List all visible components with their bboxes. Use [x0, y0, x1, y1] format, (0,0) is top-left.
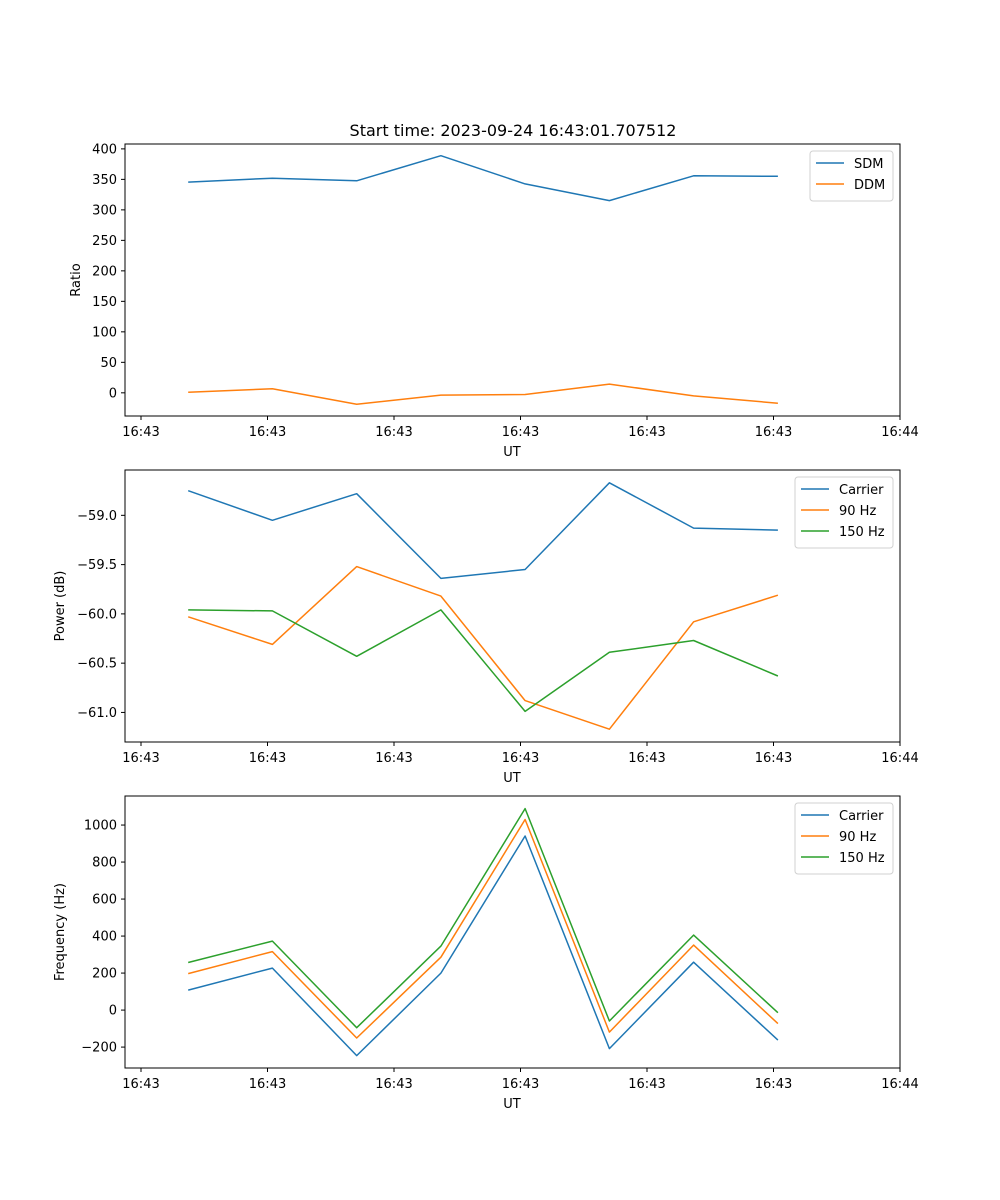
series-line-ddm [188, 383, 778, 405]
y-tick-label: 400 [92, 930, 117, 945]
y-tick-label: 400 [92, 142, 117, 157]
x-tick-label: 16:44 [881, 751, 918, 766]
legend-label: Carrier [839, 483, 884, 498]
y-tick-label: 0 [109, 386, 117, 401]
x-tick-label: 16:43 [628, 425, 665, 440]
x-tick-label: 16:43 [375, 1077, 412, 1092]
y-tick-label: 350 [92, 173, 117, 188]
y-tick-label: 600 [92, 893, 117, 908]
legend: SDM DDM [809, 150, 894, 202]
x-tick-label: 16:43 [628, 1077, 665, 1092]
legend-label: 90 Hz [839, 504, 876, 519]
panel-2: 16:43 16:43 16:43 16:43 16:43 16:43 16:44 UT −61… [53, 469, 919, 786]
series-line-sdm [188, 154, 778, 202]
y-tick-label: 100 [92, 325, 117, 340]
y-axis-label: Frequency (Hz) [53, 883, 68, 981]
x-tick-label: 16:43 [249, 1077, 286, 1092]
x-tick-label: 16:43 [755, 751, 792, 766]
series-line-carrier [187, 482, 778, 580]
y-tick-label: 300 [92, 203, 117, 218]
x-tick-label: 16:43 [502, 751, 539, 766]
y-tick-label: −60.0 [77, 607, 117, 622]
y-axis-label: Ratio [69, 263, 84, 296]
x-tick-label: 16:43 [122, 751, 159, 766]
x-axis-label: UT [503, 1097, 521, 1112]
y-tick-label: 200 [92, 967, 117, 982]
y-tick-label: −59.0 [77, 509, 117, 524]
panels: 16:43 16:43 16:43 16:43 16:43 16:43 16:44 UT 0 50… [53, 142, 919, 1112]
x-tick-label: 16:44 [881, 425, 918, 440]
y-tick-label: −61.0 [77, 706, 117, 721]
axes-frame [124, 795, 901, 1069]
y-tick-label: 800 [92, 856, 117, 871]
x-tick-label: 16:43 [122, 1077, 159, 1092]
x-tick-label: 16:43 [122, 425, 159, 440]
x-tick-label: 16:43 [502, 1077, 539, 1092]
x-tick-label: 16:43 [628, 751, 665, 766]
legend: Carrier 90 Hz 150 Hz [794, 802, 894, 875]
y-tick-label: −60.5 [77, 657, 117, 672]
x-tick-label: 16:43 [249, 425, 286, 440]
legend: Carrier 90 Hz 150 Hz [794, 476, 894, 549]
x-tick-label: 16:44 [881, 1077, 918, 1092]
y-tick-label: 200 [92, 264, 117, 279]
x-tick-label: 16:43 [502, 425, 539, 440]
axes-frame [124, 469, 901, 743]
legend-label: 150 Hz [839, 525, 885, 540]
legend-label: DDM [854, 178, 885, 193]
figure-title: Start time: 2023-09-24 16:43:01.707512 [350, 121, 677, 140]
axes-frame [124, 143, 901, 417]
x-tick-label: 16:43 [755, 425, 792, 440]
y-axis-label: Power (dB) [53, 571, 68, 642]
x-tick-label: 16:43 [375, 425, 412, 440]
series-line-150-hz [188, 609, 779, 713]
y-tick-label: 1000 [84, 819, 117, 834]
series-line-carrier [188, 835, 779, 1057]
legend-label: 90 Hz [839, 830, 876, 845]
legend-label: SDM [854, 157, 883, 172]
series-line-150-hz [188, 807, 779, 1029]
legend-label: Carrier [839, 809, 884, 824]
y-tick-label: 250 [92, 234, 117, 249]
x-axis-label: UT [503, 445, 521, 460]
panel-3: 16:43 16:43 16:43 16:43 16:43 16:43 16:44 UT −20… [53, 795, 919, 1112]
x-tick-label: 16:43 [755, 1077, 792, 1092]
x-axis-label: UT [503, 771, 521, 786]
y-tick-label: −59.5 [77, 558, 117, 573]
x-tick-label: 16:43 [375, 751, 412, 766]
series-line-90-hz [188, 818, 779, 1039]
series-line-90-hz [187, 565, 779, 730]
x-tick-label: 16:43 [249, 751, 286, 766]
legend-label: 150 Hz [839, 851, 885, 866]
panel-1: 16:43 16:43 16:43 16:43 16:43 16:43 16:44 UT 0 50… [69, 142, 919, 460]
y-tick-label: 0 [109, 1004, 117, 1019]
y-tick-label: −200 [81, 1041, 117, 1056]
y-tick-label: 50 [100, 356, 117, 371]
y-tick-label: 150 [92, 295, 117, 310]
